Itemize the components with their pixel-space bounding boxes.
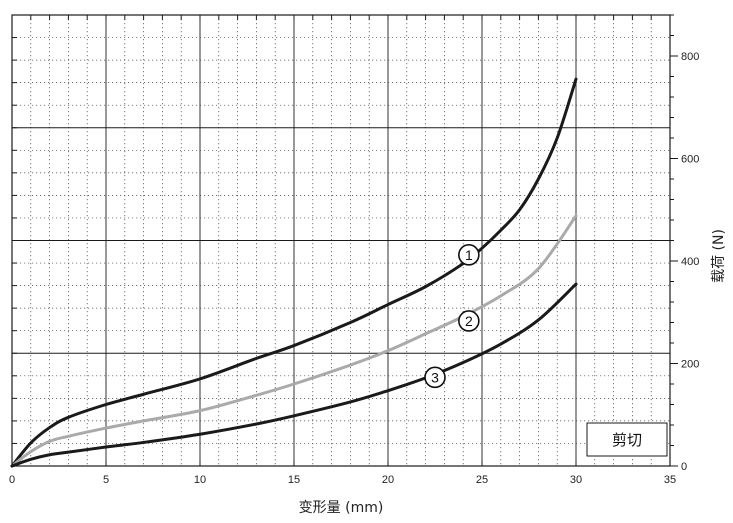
curve-marker-2-label: 2 bbox=[465, 313, 473, 329]
series-lines bbox=[10, 77, 578, 468]
y-axis-title: 载荷 (N) bbox=[711, 229, 727, 283]
series-2-line bbox=[10, 214, 578, 468]
x-axis-title: 变形量 (mm) bbox=[299, 500, 384, 516]
curve-markers: 1 2 3 bbox=[424, 244, 480, 389]
x-tick-label: 10 bbox=[194, 474, 206, 486]
y-tick-label: 600 bbox=[681, 154, 699, 166]
x-tick-label: 15 bbox=[288, 474, 300, 486]
y-tick-label: 200 bbox=[681, 359, 699, 371]
y-tick-label: 0 bbox=[681, 461, 687, 473]
x-tick-label: 30 bbox=[570, 474, 582, 486]
series-1-line bbox=[10, 77, 578, 468]
shear-label: 剪切 bbox=[612, 431, 642, 449]
x-tick-label: 0 bbox=[9, 474, 15, 486]
shear-label-frame bbox=[586, 422, 668, 457]
curve-marker-3-label: 3 bbox=[431, 369, 439, 385]
grid bbox=[12, 15, 670, 466]
x-tick-label: 25 bbox=[476, 474, 488, 486]
curve-marker-2 bbox=[458, 310, 480, 332]
x-tick-label: 5 bbox=[103, 474, 109, 486]
x-tick-label: 20 bbox=[382, 474, 394, 486]
curve-marker-1 bbox=[458, 244, 480, 266]
x-tick-label: 35 bbox=[664, 474, 676, 486]
curve-marker-3 bbox=[424, 366, 446, 389]
curve-marker-1-label: 1 bbox=[465, 247, 473, 263]
axis-ticks: 0 5 10 15 20 25 30 35 0 200 400 600 800 bbox=[9, 14, 699, 486]
series-3-line bbox=[10, 282, 578, 468]
y-tick-label: 400 bbox=[681, 256, 699, 268]
shear-label-box: 剪切 bbox=[586, 422, 668, 457]
y-tick-label: 800 bbox=[681, 51, 699, 63]
